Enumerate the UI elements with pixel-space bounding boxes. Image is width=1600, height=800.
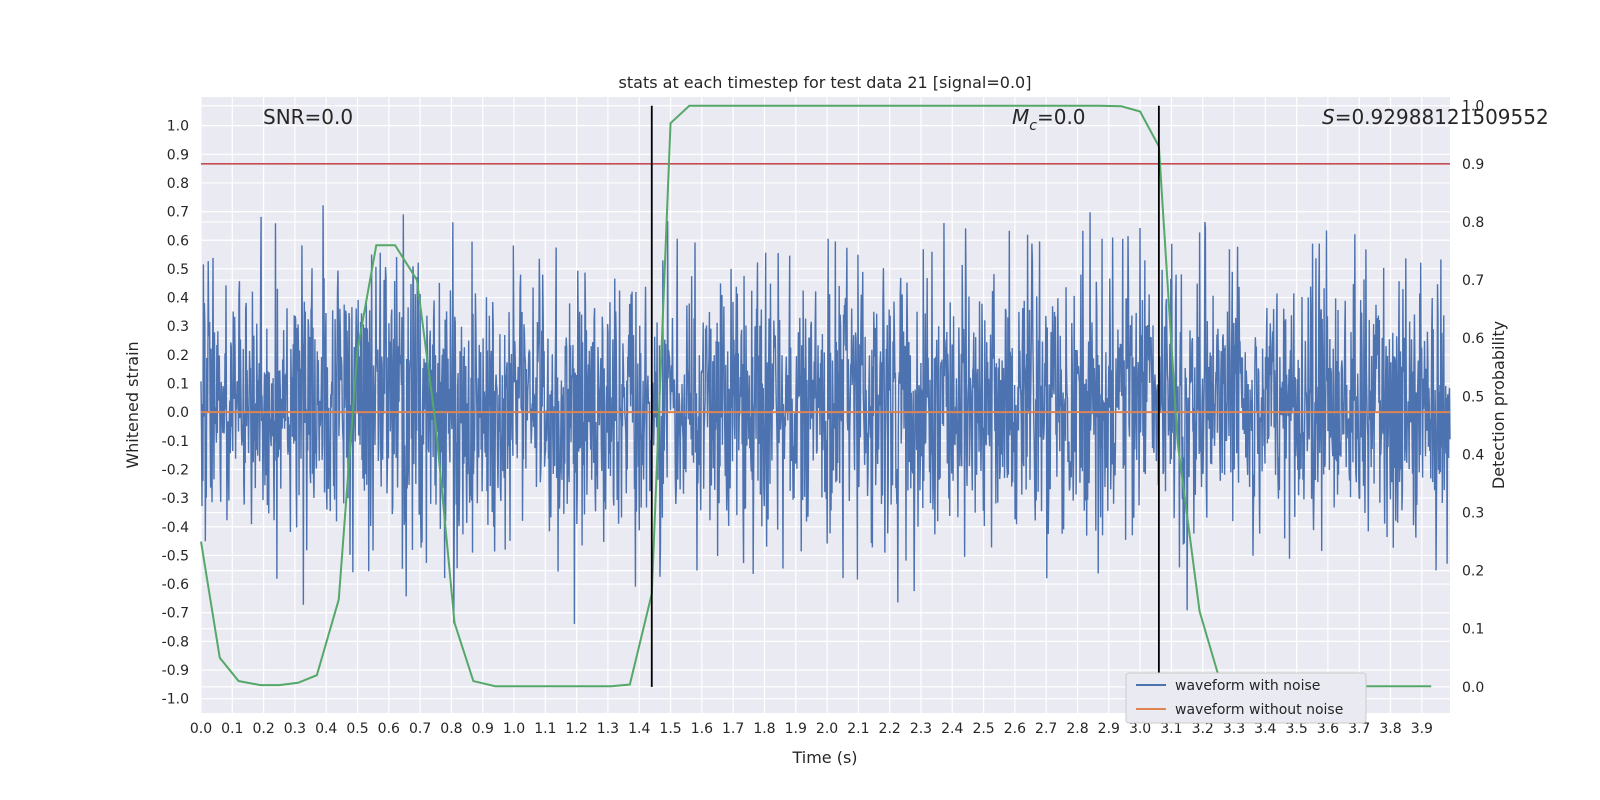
x-tick-label: 0.4: [315, 721, 337, 737]
annotation-snr: SNR=0.0: [263, 105, 353, 129]
y-left-tick-label: 0.3: [167, 319, 189, 335]
annotation-chirp-mass: Mc=0.0: [1012, 105, 1086, 134]
y-left-tick-label: 0.7: [167, 205, 189, 221]
y-left-tick-label: 0.8: [167, 176, 189, 192]
x-tick-label: 3.4: [1254, 721, 1276, 737]
x-tick-label: 3.7: [1348, 721, 1370, 737]
annotation-score: S=0.92988121509552: [1322, 105, 1549, 129]
y-axis-left-label: Whitened strain: [123, 341, 142, 468]
y-left-tick-label: -0.7: [162, 606, 189, 622]
y-right-tick-label: 0.0: [1462, 680, 1484, 696]
y-left-tick-label: 0.5: [167, 262, 189, 278]
x-tick-label: 1.5: [659, 721, 681, 737]
x-tick-label: 1.3: [597, 721, 619, 737]
x-tick-label: 3.1: [1160, 721, 1182, 737]
x-tick-label: 0.2: [252, 721, 274, 737]
x-tick-label: 0.5: [346, 721, 368, 737]
x-tick-label: 2.8: [1066, 721, 1088, 737]
legend-label-without-noise: waveform without noise: [1175, 702, 1343, 718]
y-left-tick-label: 0.9: [167, 147, 189, 163]
y-left-tick-label: 0.6: [167, 233, 189, 249]
y-axis-right-label: Detection probability: [1489, 321, 1508, 489]
x-tick-label: 1.8: [753, 721, 775, 737]
x-tick-label: 1.7: [722, 721, 744, 737]
x-tick-label: 2.2: [879, 721, 901, 737]
x-tick-label: 0.6: [378, 721, 400, 737]
y-left-tick-label: -0.5: [162, 548, 189, 564]
y-left-tick-label: -0.9: [162, 663, 189, 679]
x-tick-label: 2.6: [1004, 721, 1026, 737]
y-right-tick-label: 1.0: [1462, 99, 1484, 115]
x-tick-label: 2.1: [847, 721, 869, 737]
y-right-tick-label: 0.7: [1462, 273, 1484, 289]
y-left-tick-label: 0.1: [167, 377, 189, 393]
x-tick-label: 0.8: [440, 721, 462, 737]
y-right-tick-label: 0.2: [1462, 564, 1484, 580]
series-layer: [200, 205, 1451, 624]
y-left-tick-label: 0.4: [167, 291, 189, 307]
y-right-tick-label: 0.5: [1462, 389, 1484, 405]
legend: waveform with noise waveform without noi…: [1125, 672, 1367, 724]
y-left-tick-label: 0.2: [167, 348, 189, 364]
x-tick-label: 1.9: [785, 721, 807, 737]
y-left-tick-label: 0.0: [167, 405, 189, 421]
y-left-tick-label: -1.0: [162, 692, 189, 708]
x-tick-labels: 0.0 0.1 0.2 0.3 0.4 0.5 0.6 0.7 0.8 0.9 1.0 1.1 1.2 1…: [190, 721, 1433, 737]
x-tick-label: 1.6: [691, 721, 713, 737]
x-tick-label: 1.4: [628, 721, 650, 737]
x-tick-label: 3.2: [1192, 721, 1214, 737]
legend-label-with-noise: waveform with noise: [1175, 678, 1320, 694]
y-left-tick-label: -0.4: [162, 520, 189, 536]
x-tick-label: 3.9: [1411, 721, 1433, 737]
y-right-tick-label: 0.9: [1462, 157, 1484, 173]
x-tick-label: 2.5: [972, 721, 994, 737]
y-left-tick-label: 1.0: [167, 119, 189, 135]
x-tick-label: 2.9: [1098, 721, 1120, 737]
y-left-tick-label: -0.6: [162, 577, 189, 593]
y-right-tick-label: 0.6: [1462, 331, 1484, 347]
x-tick-label: 2.7: [1035, 721, 1057, 737]
x-tick-label: 3.8: [1379, 721, 1401, 737]
y-left-tick-label: -0.2: [162, 462, 189, 478]
y-right-tick-label: 0.1: [1462, 622, 1484, 638]
y-right-tick-label: 0.3: [1462, 506, 1484, 522]
x-tick-label: 3.5: [1285, 721, 1307, 737]
x-tick-label: 3.3: [1223, 721, 1245, 737]
x-tick-label: 1.0: [503, 721, 525, 737]
y-left-tick-labels: 1.0 0.9 0.8 0.7 0.6 0.5 0.4 0.3 0.2 0.1 0.0 -0.1 -0.…: [162, 119, 189, 708]
x-tick-label: 0.1: [221, 721, 243, 737]
y-right-tick-labels: 1.0 0.9 0.8 0.7 0.6 0.5 0.4 0.3 0.2 0.1 0.0: [1462, 99, 1484, 696]
x-tick-label: 0.3: [284, 721, 306, 737]
y-right-tick-label: 0.8: [1462, 215, 1484, 231]
x-tick-label: 2.0: [816, 721, 838, 737]
x-tick-label: 3.0: [1129, 721, 1151, 737]
x-tick-label: 1.1: [534, 721, 556, 737]
y-left-tick-label: -0.8: [162, 634, 189, 650]
x-axis-label: Time (s): [791, 748, 857, 767]
y-right-tick-label: 0.4: [1462, 447, 1484, 463]
x-tick-label: 0.7: [409, 721, 431, 737]
x-tick-label: 2.3: [910, 721, 932, 737]
x-tick-label: 3.6: [1317, 721, 1339, 737]
legend-box: [1125, 672, 1367, 724]
y-left-tick-label: -0.1: [162, 434, 189, 450]
x-tick-label: 1.2: [566, 721, 588, 737]
x-tick-label: 0.0: [190, 721, 212, 737]
x-tick-label: 0.9: [472, 721, 494, 737]
y-left-tick-label: -0.3: [162, 491, 189, 507]
chart-title: stats at each timestep for test data 21 …: [619, 73, 1032, 92]
series-waveform-with-noise: [200, 205, 1451, 624]
x-tick-label: 2.4: [941, 721, 963, 737]
